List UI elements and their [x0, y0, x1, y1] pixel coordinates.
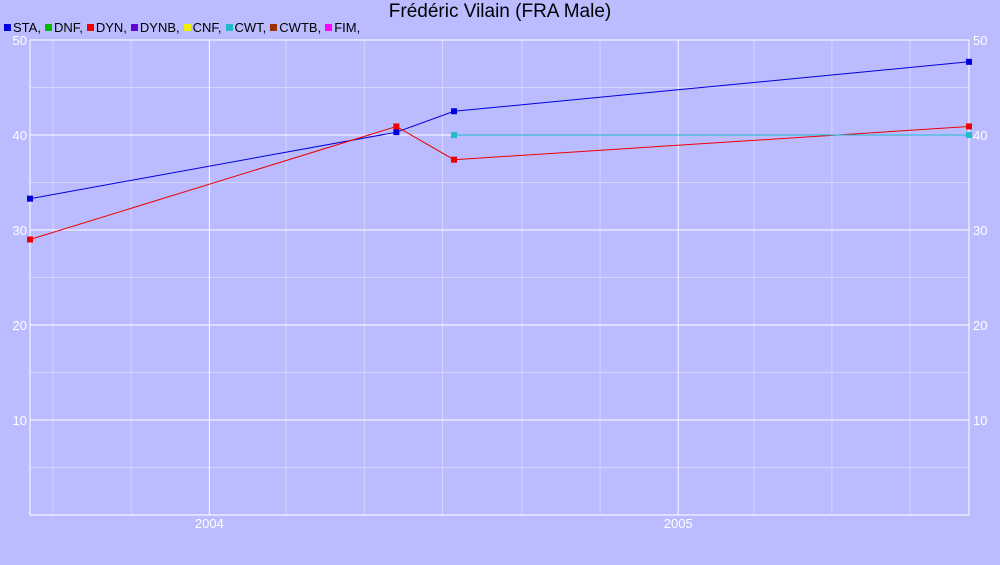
x-tick-label: 2004 — [195, 516, 224, 531]
legend-label: STA, — [13, 20, 41, 35]
legend: STA, DNF, DYN, DYNB, CNF, CWT, CWTB, FIM, — [4, 20, 364, 35]
legend-label: DNF, — [53, 20, 83, 35]
x-tick-label: 2005 — [664, 516, 693, 531]
legend-swatch — [86, 24, 94, 31]
legend-label: DYN, — [95, 20, 127, 35]
legend-item: CWTB, — [270, 20, 321, 35]
data-point-sta — [966, 58, 972, 65]
data-point-dyn — [966, 123, 972, 130]
legend-swatch — [130, 24, 138, 31]
legend-label: DYNB, — [139, 20, 180, 35]
legend-swatch — [270, 24, 278, 31]
data-point-sta — [27, 195, 33, 202]
data-point-sta — [451, 108, 458, 115]
series-line-sta — [29, 61, 970, 200]
legend-label: CWTB, — [279, 20, 322, 35]
y-tick-label-left: 20 — [13, 318, 27, 333]
legend-swatch — [4, 24, 11, 31]
y-tick-label-right: 10 — [973, 413, 987, 428]
legend-item: CNF, — [183, 20, 222, 35]
legend-swatch — [225, 24, 233, 31]
y-tick-label-left: 30 — [13, 223, 27, 238]
y-tick-label-left: 10 — [13, 413, 27, 428]
y-tick-label-right: 40 — [973, 128, 987, 143]
data-point-cwt — [966, 132, 972, 138]
legend-item: CWT, — [225, 20, 267, 35]
series-line-dyn — [29, 125, 970, 240]
y-tick-label-left: 50 — [13, 33, 27, 48]
chart-title: Frédéric Vilain (FRA Male) — [388, 1, 612, 22]
legend-swatch — [325, 24, 333, 31]
y-tick-label-right: 50 — [973, 33, 987, 48]
data-point-dyn — [27, 236, 33, 243]
legend-label: CWT, — [234, 20, 267, 35]
data-point-sta — [393, 129, 400, 136]
data-point-cwt — [451, 132, 458, 138]
legend-item: DYNB, — [130, 20, 180, 35]
y-tick-label-right: 20 — [973, 318, 987, 333]
legend-item: DYN, — [86, 20, 127, 35]
y-tick-label-left: 40 — [13, 128, 27, 143]
legend-item: FIM, — [325, 20, 360, 35]
data-point-dyn — [451, 156, 458, 163]
legend-label: CNF, — [192, 20, 222, 35]
y-tick-label-right: 30 — [973, 223, 987, 238]
legend-label: FIM, — [334, 20, 361, 35]
legend-item: DNF, — [44, 20, 83, 35]
legend-swatch — [44, 24, 52, 31]
legend-item: STA, — [4, 20, 41, 35]
data-point-dyn — [393, 123, 400, 130]
legend-swatch — [183, 24, 191, 31]
